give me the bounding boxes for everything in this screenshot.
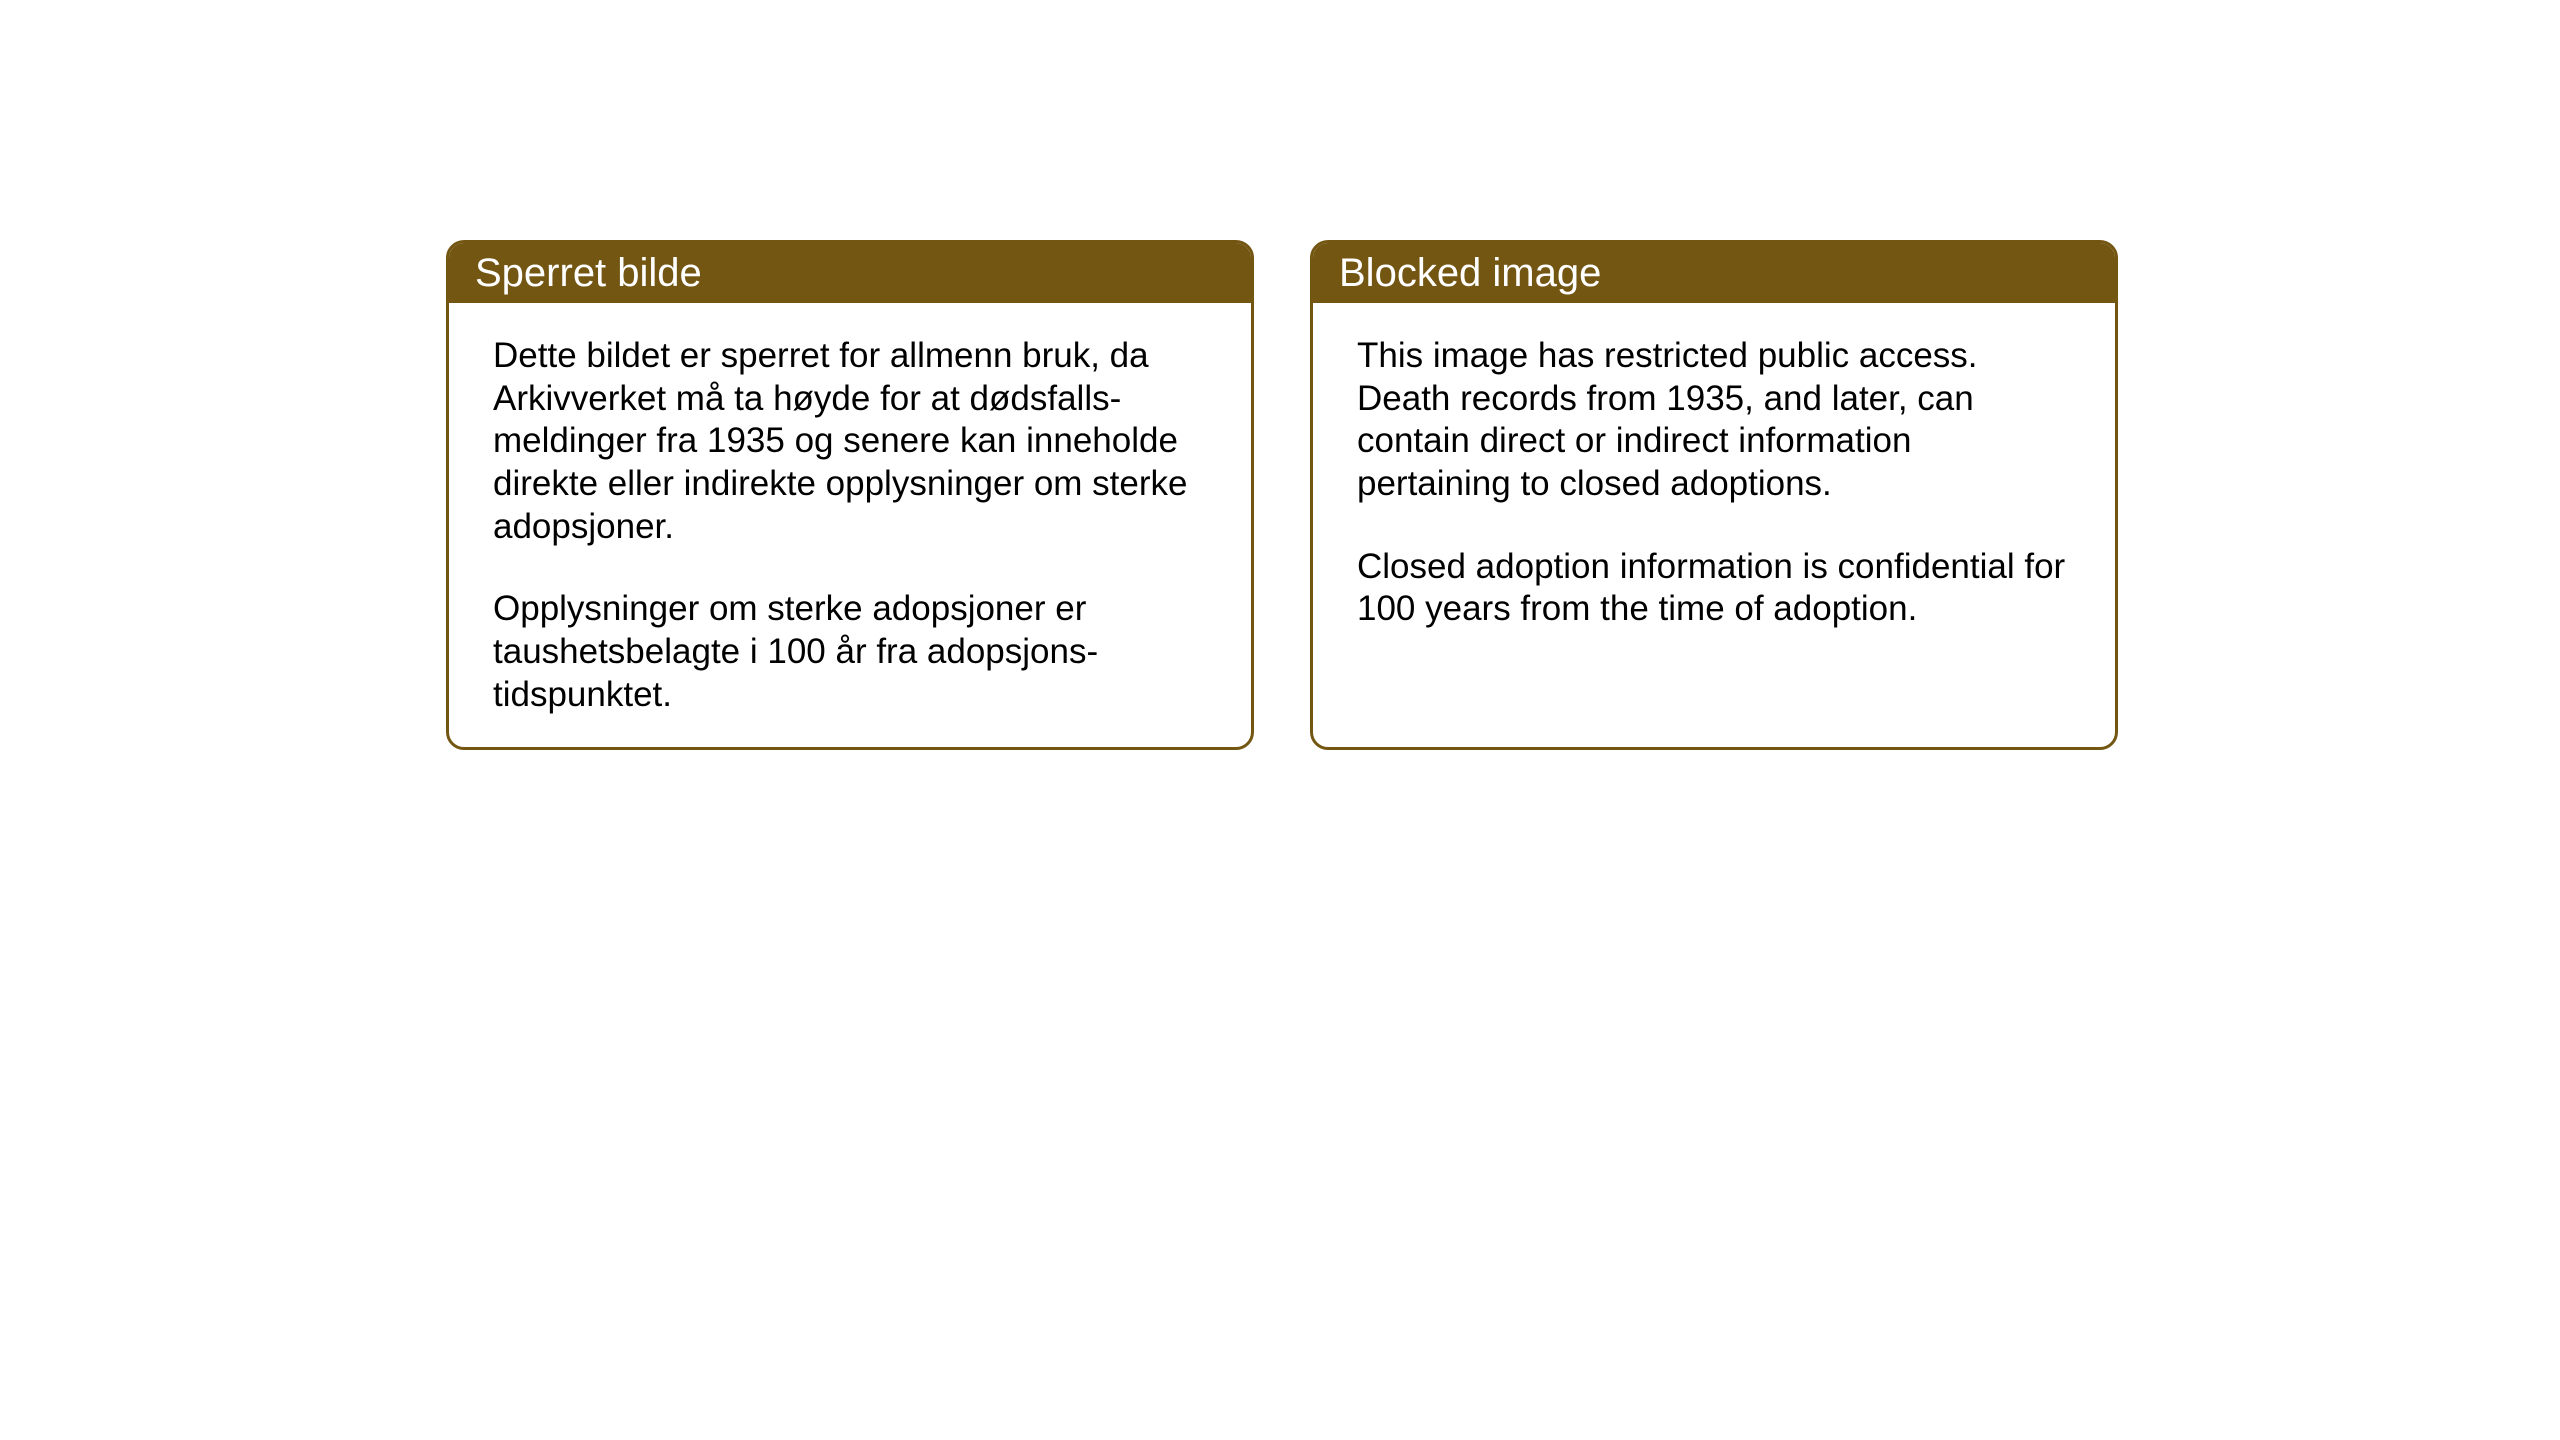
english-notice-card: Blocked image This image has restricted … <box>1310 240 2118 750</box>
english-card-body: This image has restricted public access.… <box>1313 303 2115 663</box>
english-paragraph-1: This image has restricted public access.… <box>1357 335 2071 506</box>
norwegian-paragraph-2: Opplysninger om sterke adopsjoner er tau… <box>493 588 1207 716</box>
norwegian-paragraph-1: Dette bildet er sperret for allmenn bruk… <box>493 335 1207 548</box>
norwegian-notice-card: Sperret bilde Dette bildet er sperret fo… <box>446 240 1254 750</box>
english-paragraph-2: Closed adoption information is confident… <box>1357 546 2071 631</box>
notice-container: Sperret bilde Dette bildet er sperret fo… <box>446 240 2118 750</box>
norwegian-card-title: Sperret bilde <box>449 243 1251 303</box>
norwegian-card-body: Dette bildet er sperret for allmenn bruk… <box>449 303 1251 749</box>
english-card-title: Blocked image <box>1313 243 2115 303</box>
